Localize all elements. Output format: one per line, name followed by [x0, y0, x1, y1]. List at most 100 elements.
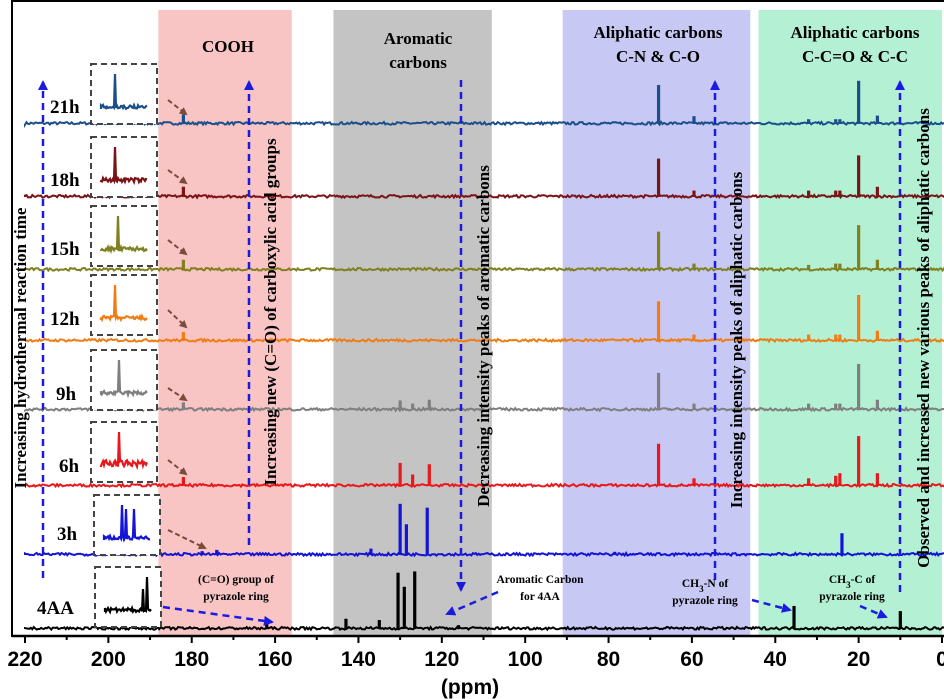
trace-12h	[24, 337, 944, 344]
peak-6h	[807, 478, 811, 486]
inset-box-18h	[90, 136, 158, 198]
trace-4AA	[24, 625, 944, 632]
x-tick-label: 20	[847, 648, 870, 671]
peak-21h	[807, 119, 811, 124]
peak-9h	[807, 403, 811, 410]
annotation-ch3c: pyrazole ring	[819, 591, 885, 603]
trace-label-3h: 3h	[57, 524, 78, 545]
peak-6h	[398, 462, 402, 486]
x-tick-label: 80	[597, 648, 620, 671]
annotation-ch3n: pyrazole ring	[672, 595, 738, 607]
peak-4AA	[456, 625, 461, 629]
inset-box-4AA	[94, 566, 162, 628]
region-aromatic-carbons	[333, 10, 492, 636]
trace-label-15h: 15h	[50, 239, 80, 260]
x-tick-label: 120	[424, 648, 459, 671]
peak-9h	[692, 403, 696, 410]
inset-spectrum-21h	[99, 73, 148, 111]
peak-9h	[857, 363, 861, 410]
x-tick-label: 200	[91, 648, 126, 671]
inset-pointer	[167, 169, 188, 185]
peak-15h	[834, 263, 838, 270]
x-tick-label: 160	[258, 648, 293, 671]
trace-6h	[24, 482, 944, 489]
x-axis-label: (ppm)	[441, 676, 499, 699]
peak-3h	[840, 533, 844, 555]
peak-3h	[200, 551, 204, 555]
x-tick-label: 140	[341, 648, 376, 671]
inset-pointer	[167, 309, 188, 329]
x-tick-label: 60	[680, 648, 703, 671]
peak-15h	[692, 263, 696, 270]
peak-21h	[692, 116, 696, 124]
peak-9h	[834, 403, 838, 410]
peak-4AA	[265, 622, 269, 629]
peak-15h	[656, 231, 661, 270]
spectra-traces	[24, 80, 944, 632]
peak-6h	[875, 473, 879, 486]
inset-pointer	[167, 387, 188, 402]
inset-pointer	[167, 239, 188, 256]
peak-annotations: (C=O) group of pyrazole ring Aromatic Carb…	[162, 574, 888, 626]
inset-spectrum-18h	[99, 146, 148, 186]
peak-15h	[875, 259, 879, 270]
peak-6h	[838, 473, 842, 486]
inset-spectrum-3h	[102, 504, 151, 543]
trace-21h	[24, 120, 944, 129]
peak-18h	[834, 190, 838, 197]
inset-box-12h	[90, 274, 158, 336]
region-label: C-N & C-O	[616, 47, 700, 66]
trace-3h	[24, 551, 944, 558]
peak-9h	[838, 403, 842, 410]
peak-4AA	[344, 618, 348, 629]
peak-3h	[369, 548, 373, 555]
trace-label-12h: 12h	[50, 309, 80, 330]
inset-pointer	[167, 99, 188, 116]
trace-insets	[90, 63, 207, 628]
annotation-arrow	[445, 590, 499, 616]
region-label: Aromatic	[384, 29, 453, 48]
trace-15h	[24, 266, 944, 273]
peak-6h	[857, 436, 861, 486]
peak-3h	[215, 549, 219, 555]
inset-spectrum-12h	[99, 284, 148, 323]
peak-18h	[875, 186, 879, 197]
highlight-regions	[158, 10, 942, 636]
peak-6h	[411, 474, 415, 486]
region-label: Aliphatic carbons	[594, 23, 723, 42]
annotation-arrow	[859, 604, 888, 619]
inset-pointer	[167, 459, 188, 476]
annotation-aromatic: for 4AA	[520, 591, 560, 603]
peak-9h	[398, 400, 402, 410]
peak-12h	[838, 334, 842, 341]
peak-15h	[807, 264, 811, 270]
trace-label-18h: 18h	[50, 170, 80, 191]
trace-18h	[24, 193, 944, 200]
trend-label: Increasing intensity peaks of aliphatic …	[727, 171, 746, 508]
peak-21h	[875, 115, 879, 124]
trace-label-9h: 9h	[56, 384, 77, 405]
peak-6h	[181, 477, 185, 486]
peak-18h	[838, 190, 842, 197]
trend-arrows: Increasing hydrothermal reaction time Inc…	[11, 80, 933, 592]
annotation-ch3c: CH3-C of	[829, 574, 876, 590]
peak-4AA	[396, 572, 400, 629]
trace-label-4AA: 4AA	[37, 598, 74, 619]
peak-4AA	[402, 586, 406, 629]
region-labels: COOH Aromatic carbons Aliphatic carbons C-N …	[202, 23, 920, 72]
peak-12h	[857, 294, 861, 341]
peak-12h	[875, 330, 879, 341]
trend-label: Observed and increased new various peaks…	[914, 108, 933, 568]
peak-3h	[398, 503, 402, 555]
peak-21h	[181, 114, 185, 124]
peak-9h	[875, 399, 879, 410]
annotation-arrow	[751, 598, 792, 613]
trace-label-21h: 21h	[50, 97, 80, 118]
trend-label: Decreasing intensity peaks of aromatic c…	[474, 165, 493, 507]
peak-12h	[692, 334, 696, 341]
x-tick-label: 0	[936, 648, 944, 671]
region-label: COOH	[202, 37, 254, 56]
peak-18h	[807, 190, 811, 197]
peak-15h	[838, 263, 842, 270]
peak-18h	[692, 190, 696, 197]
